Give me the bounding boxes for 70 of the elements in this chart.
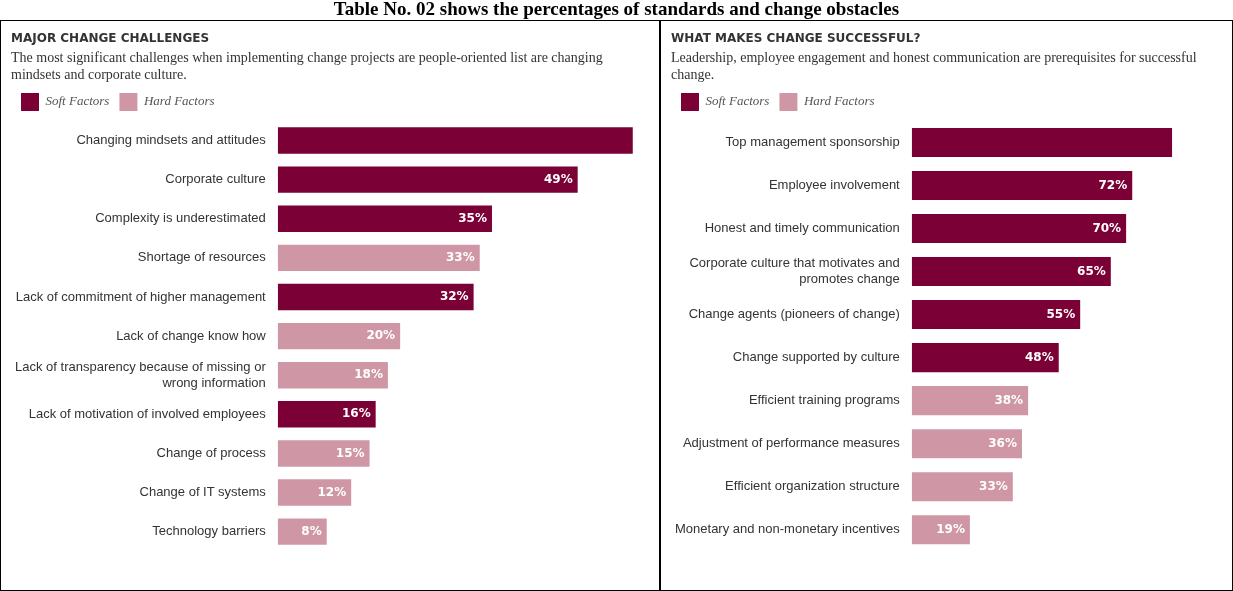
text: MAJOR CHANGE CHALLENGES xyxy=(11,31,211,45)
y-tick-label: Honest and timely communication xyxy=(704,220,900,236)
data-label: 48% xyxy=(1025,349,1054,364)
chart-subtitle: The most significant challenges when implementing change projects are people-oriented list are changing mindsets and corporate culture. xyxy=(11,49,604,83)
bar xyxy=(911,127,1173,158)
y-tick-label: Employee involvement xyxy=(768,177,901,193)
legend-label: Hard Factors xyxy=(802,93,875,109)
legend-label: Hard Factors xyxy=(142,93,215,109)
y-tick-label: Corporate culture xyxy=(165,171,266,187)
data-label: 16% xyxy=(341,406,371,421)
y-tick-label: Lack of commitment of higher management xyxy=(15,288,267,304)
y-tick-label: Complexity is underestimated xyxy=(95,210,266,226)
bar xyxy=(911,429,1022,459)
data-label: 49% xyxy=(543,171,573,186)
data-label: 18% xyxy=(354,367,383,382)
y-tick-label: Changing mindsets and attitudes xyxy=(76,132,267,148)
data-label: 38% xyxy=(994,392,1024,407)
y-tick-label: Monetary and non-monetary incentives xyxy=(675,521,901,537)
data-label: 55% xyxy=(1046,306,1076,321)
chart-subtitle: Leadership, employee engagement and honest communication are prerequisites for successful change. xyxy=(671,49,1198,83)
bar xyxy=(277,166,578,193)
data-label: 19% xyxy=(936,521,965,536)
text: WHAT MAKES CHANGE SUCCESSFUL? xyxy=(671,31,922,45)
y-tick-label: Efficient organization structure xyxy=(725,478,900,494)
y-tick-label: Corporate culture that motivates and promotes change xyxy=(689,255,900,286)
data-label: 8% xyxy=(301,523,322,538)
data-label: 33% xyxy=(446,250,475,265)
bar xyxy=(277,362,388,389)
data-label: 32% xyxy=(439,289,469,304)
bar xyxy=(277,401,376,428)
y-tick-label: Change of IT systems xyxy=(139,484,267,500)
bar xyxy=(277,322,401,350)
data-label: 65% xyxy=(1077,263,1106,278)
bar xyxy=(277,127,633,154)
bar xyxy=(911,257,1111,287)
text: Table No. 02 shows the percentages of standards and change obstacles xyxy=(332,0,901,19)
bar xyxy=(911,300,1081,330)
data-label: 35% xyxy=(458,210,487,225)
data-label: 20% xyxy=(366,328,396,343)
y-tick-label: Lack of transparency because of missing or wrong information xyxy=(14,358,267,390)
data-label: 70% xyxy=(1092,220,1122,235)
bar xyxy=(277,205,492,232)
bar xyxy=(277,244,480,272)
y-tick-label: Shortage of resources xyxy=(137,249,267,265)
y-tick-label: Adjustment of performance measures xyxy=(682,435,901,451)
bar xyxy=(911,343,1059,373)
bar xyxy=(911,214,1127,244)
bar xyxy=(277,283,474,311)
bar xyxy=(277,440,370,467)
y-tick-label: Lack of motivation of involved employees xyxy=(28,405,267,421)
y-tick-label: Change of process xyxy=(156,445,267,461)
data-label: 33% xyxy=(979,478,1008,493)
bar xyxy=(911,386,1029,416)
bar xyxy=(911,515,970,545)
bar xyxy=(277,518,327,545)
y-tick-label: Change agents (pioneers of change) xyxy=(688,306,900,322)
y-tick-label: Top management sponsorship xyxy=(725,134,900,150)
y-tick-label: Efficient training programs xyxy=(748,392,901,408)
bar xyxy=(911,171,1133,201)
data-label: 72% xyxy=(1098,177,1128,192)
bar xyxy=(911,472,1013,502)
data-label: 36% xyxy=(988,435,1017,450)
y-tick-label: Lack of change know how xyxy=(116,327,267,343)
y-tick-label: Technology barriers xyxy=(152,523,267,539)
data-label: 15% xyxy=(335,445,365,460)
legend-label: Soft Factors xyxy=(45,93,110,109)
y-tick-label: Change supported by culture xyxy=(732,349,900,365)
legend-label: Soft Factors xyxy=(705,93,770,109)
data-label: 12% xyxy=(317,484,347,499)
bar xyxy=(277,479,352,506)
